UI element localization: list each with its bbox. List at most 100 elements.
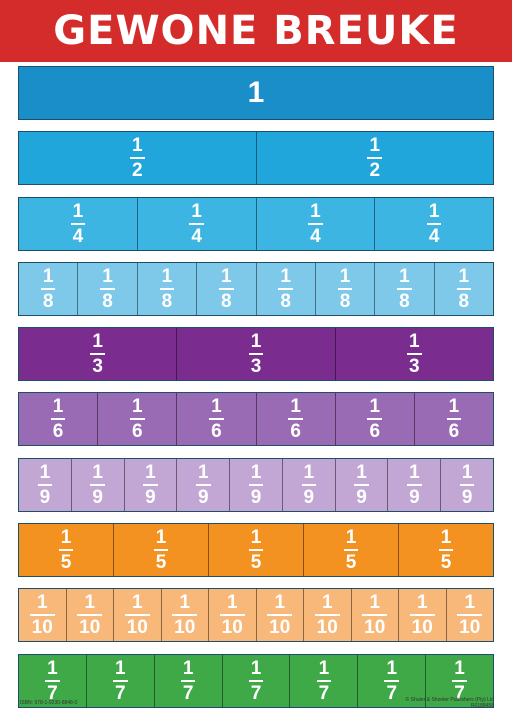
numerator: 1 <box>36 592 48 614</box>
numerator: 1 <box>52 396 64 418</box>
numerator: 1 <box>339 265 351 287</box>
denominator: 10 <box>77 614 103 637</box>
numerator: 1 <box>221 265 232 287</box>
fraction-cell: 1 10 <box>209 589 257 642</box>
denominator: 10 <box>172 614 198 637</box>
numerator: 1 <box>409 331 420 353</box>
denominator: 10 <box>362 614 388 637</box>
numerator: 1 <box>197 461 209 483</box>
numerator: 1 <box>440 527 452 549</box>
fraction: 1 10 <box>267 593 293 637</box>
numerator: 1 <box>303 461 315 483</box>
denominator: 9 <box>354 483 369 507</box>
numerator: 1 <box>250 461 262 483</box>
fraction: 1 10 <box>124 593 150 637</box>
numerator: 1 <box>428 200 440 222</box>
numerator: 1 <box>448 396 460 418</box>
denominator: 3 <box>90 353 105 376</box>
page-title: GEWONE BREUKE <box>53 8 459 54</box>
fraction-cell: 1 10 <box>351 589 399 642</box>
publisher-info: © Shuter & Shooter Publishers (Pty) Ltd … <box>406 697 494 709</box>
denominator: 3 <box>248 353 264 376</box>
denominator: 5 <box>58 549 74 572</box>
isbn-text: ISBN: 978-1-9230-8848-0 <box>20 700 78 706</box>
fraction-cell: 1 10 <box>399 589 447 642</box>
denominator: 8 <box>278 287 293 311</box>
fraction: 1 10 <box>29 592 55 637</box>
numerator: 1 <box>92 461 103 483</box>
denominator: 7 <box>316 679 332 703</box>
fraction: 1 10 <box>362 592 388 637</box>
numerator: 1 <box>318 657 330 679</box>
numerator: 1 <box>179 592 191 614</box>
fraction-cell: 1 <box>19 67 493 119</box>
numerator: 1 <box>356 461 367 483</box>
fraction-cell: 1 10 <box>66 589 114 642</box>
denominator: 9 <box>407 483 422 507</box>
denominator: 7 <box>45 679 60 703</box>
numerator: 1 <box>310 200 321 222</box>
fraction-row-whole: 1 <box>18 66 494 120</box>
denominator: 6 <box>446 418 462 441</box>
fraction: 1 10 <box>457 593 483 637</box>
fraction-cell: 1 10 <box>256 589 304 642</box>
numerator: 1 <box>250 331 262 353</box>
denominator: 5 <box>343 549 359 572</box>
denominator: 10 <box>267 614 293 637</box>
denominator: 8 <box>100 287 115 311</box>
numerator: 1 <box>461 461 473 483</box>
denominator: 9 <box>248 483 264 507</box>
denominator: 9 <box>37 483 53 507</box>
fraction-cell: 1 10 <box>304 589 352 642</box>
numerator: 1 <box>131 135 143 157</box>
numerator: 1 <box>92 331 103 353</box>
fraction-cell: 1 10 <box>446 589 493 642</box>
fraction-cell: 1 10 <box>161 589 209 642</box>
numerator: 1 <box>369 592 381 614</box>
numerator: 1 <box>280 265 291 287</box>
denominator: 4 <box>426 222 442 246</box>
numerator: 1 <box>321 592 333 614</box>
denominator: 3 <box>407 353 422 376</box>
denominator: 6 <box>129 418 145 441</box>
